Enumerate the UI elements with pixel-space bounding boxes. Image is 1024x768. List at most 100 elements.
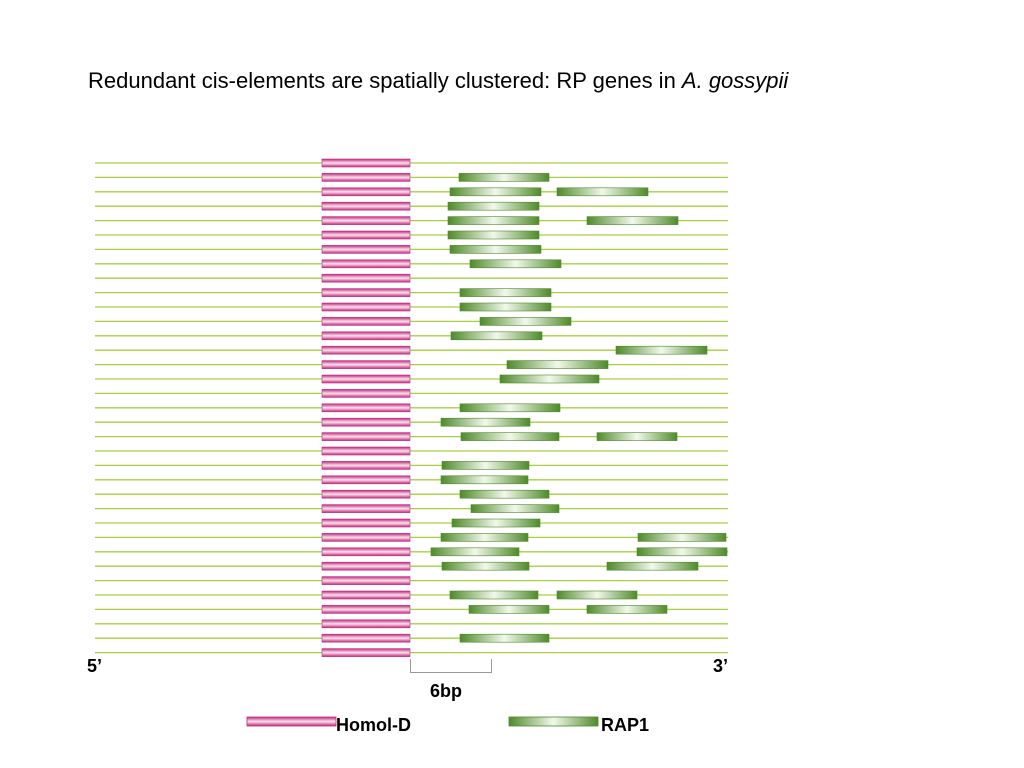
promoter-row [95, 475, 728, 485]
promoter-row [95, 518, 728, 528]
promoter-row [95, 245, 728, 254]
homol-d-box [321, 273, 411, 283]
promoter-row [95, 216, 728, 225]
promoter-row [95, 360, 728, 369]
rap1-box [615, 345, 708, 355]
legend-rap1-swatch [508, 716, 599, 727]
title-text: Redundant cis-elements are spatially clu… [88, 68, 682, 93]
homol-d-box [321, 648, 411, 657]
homol-d-box [321, 461, 411, 470]
promoter-rows [95, 158, 728, 657]
promoter-row [95, 504, 728, 513]
promoter-row [95, 331, 728, 341]
promoter-row [95, 446, 728, 456]
promoter-row [95, 302, 728, 312]
promoter-row [95, 230, 728, 240]
rap1-box [430, 547, 520, 557]
promoter-row [95, 561, 728, 571]
promoter-row [95, 317, 728, 326]
homol-d-box [321, 216, 411, 225]
homol-d-box [321, 230, 411, 240]
rap1-box [459, 489, 550, 499]
rap1-box [468, 605, 550, 614]
homol-d-box [321, 605, 411, 614]
promoter-row [95, 374, 728, 384]
rap1-box [636, 547, 728, 557]
promoter-row [95, 489, 728, 499]
promoter-row [95, 648, 728, 657]
rap1-box [586, 605, 668, 614]
promoter-row [95, 576, 728, 585]
rap1-box [469, 259, 562, 269]
rap1-box [596, 432, 678, 441]
promoter-row [95, 201, 728, 211]
rap1-box [441, 461, 530, 470]
homol-d-box [321, 619, 411, 629]
three-prime-label: 3’ [713, 656, 728, 676]
rap1-box [440, 475, 529, 485]
homol-d-box [321, 417, 411, 427]
homol-d-box [321, 389, 411, 398]
homol-d-box [321, 432, 411, 441]
homol-d-box [321, 446, 411, 456]
rap1-box [459, 403, 561, 413]
promoter-row [95, 273, 728, 283]
rap1-box [506, 360, 609, 369]
rap1-box [449, 187, 542, 197]
promoter-row [95, 187, 728, 197]
rap1-box [470, 504, 560, 513]
rap1-box [449, 590, 539, 600]
legend-rap1-label: RAP1 [601, 715, 649, 735]
scale-bracket [410, 659, 492, 673]
homol-d-box [321, 576, 411, 585]
promoter-row [95, 461, 728, 470]
promoter-row [95, 605, 728, 614]
rap1-box [556, 187, 649, 197]
homol-d-box [321, 317, 411, 326]
homol-d-box [321, 403, 411, 413]
homol-d-box [321, 288, 411, 297]
rap1-box [440, 417, 531, 427]
homol-d-box [321, 331, 411, 341]
homol-d-box [321, 173, 411, 182]
rap1-box [556, 590, 638, 600]
promoter-row [95, 389, 728, 398]
homol-d-box [321, 533, 411, 542]
promoter-row [95, 619, 728, 629]
promoter-row [95, 633, 728, 643]
homol-d-box [321, 345, 411, 355]
homol-d-box [321, 201, 411, 211]
homol-d-box [321, 187, 411, 197]
promoter-row [95, 158, 728, 168]
promoter-row [95, 590, 728, 600]
rap1-box [451, 518, 541, 528]
promoter-row [95, 345, 728, 355]
rap1-box [459, 288, 552, 297]
rap1-box [499, 374, 600, 384]
homol-d-box [321, 504, 411, 513]
slide-title: Redundant cis-elements are spatially clu… [88, 68, 788, 94]
homol-d-box [321, 633, 411, 643]
legend-homol-swatch [246, 716, 337, 727]
rap1-box [447, 201, 540, 211]
rap1-box [586, 216, 679, 225]
homol-d-box [321, 360, 411, 369]
rap1-box [447, 216, 540, 225]
rap1-box [479, 317, 572, 326]
rap1-box [447, 230, 540, 240]
rap1-box [637, 533, 727, 542]
rap1-box [440, 533, 529, 542]
promoter-row [95, 173, 728, 182]
homol-d-box [321, 245, 411, 254]
homol-d-box [321, 547, 411, 557]
promoter-row [95, 533, 728, 542]
rap1-box [449, 245, 542, 254]
title-species: A. gossypii [681, 68, 789, 93]
homol-d-box [321, 590, 411, 600]
rap1-box [459, 633, 550, 643]
promoter-row [95, 547, 728, 557]
promoter-row [95, 288, 728, 297]
rap1-box [459, 302, 552, 312]
rap1-box [441, 561, 530, 571]
legend: Homol-D RAP1 [246, 715, 649, 735]
